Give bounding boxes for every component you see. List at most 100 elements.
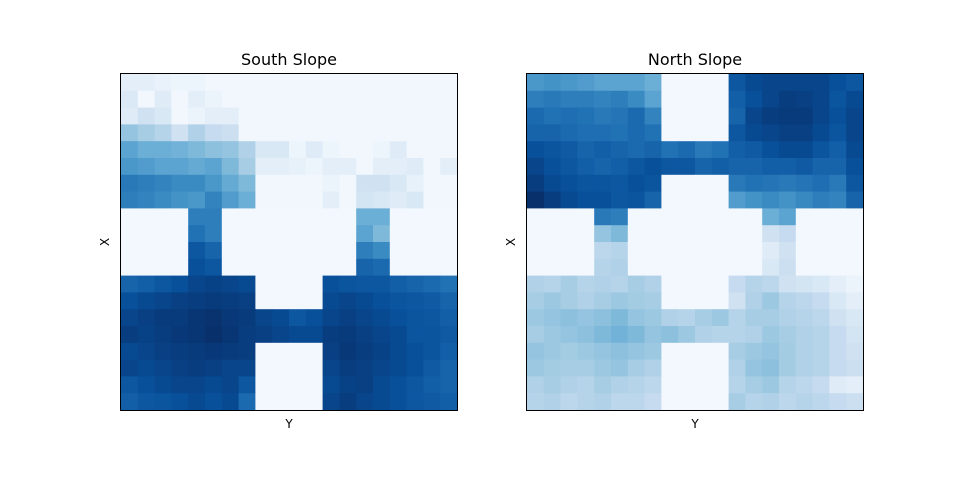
heatmap-cell <box>356 74 374 92</box>
heatmap-cell <box>272 242 290 260</box>
heatmap-cell <box>373 309 391 327</box>
heatmap-cell <box>527 258 545 276</box>
heatmap-cell <box>121 141 139 159</box>
heatmap-cell <box>711 326 729 344</box>
heatmap-cell <box>356 90 374 108</box>
heatmap-cell <box>644 275 662 293</box>
heatmap-cell <box>678 275 696 293</box>
heatmap-cell <box>543 74 561 92</box>
heatmap-cell <box>812 292 830 310</box>
heatmap-cell <box>762 174 780 192</box>
heatmap-cell <box>711 208 729 226</box>
heatmap-cell <box>762 208 780 226</box>
heatmap-cell <box>373 225 391 243</box>
heatmap-cell <box>289 275 307 293</box>
heatmap-cell <box>440 292 458 310</box>
heatmap-cell <box>711 74 729 92</box>
heatmap-cell <box>661 174 679 192</box>
heatmap-cell <box>205 141 223 159</box>
heatmap-cell <box>560 292 578 310</box>
heatmap-cell <box>121 309 139 327</box>
heatmap-cell <box>829 90 847 108</box>
heatmap-cell <box>171 90 189 108</box>
heatmap-cell <box>627 90 645 108</box>
heatmap-cell <box>289 208 307 226</box>
heatmap-cell <box>356 393 374 411</box>
heatmap-cell <box>644 158 662 176</box>
heatmap-cell <box>627 124 645 142</box>
heatmap-cell <box>137 208 155 226</box>
heatmap-cell <box>779 191 797 209</box>
heatmap-cell <box>389 174 407 192</box>
heatmap-cell <box>527 359 545 377</box>
heatmap-cell <box>678 74 696 92</box>
heatmap-cell <box>829 158 847 176</box>
heatmap-cell <box>795 191 813 209</box>
heatmap-cell <box>154 393 172 411</box>
heatmap-cell <box>543 107 561 125</box>
heatmap-cell <box>339 326 357 344</box>
heatmap-cell <box>255 191 273 209</box>
heatmap-cell <box>305 208 323 226</box>
heatmap-cell <box>560 208 578 226</box>
heatmap-cell <box>779 393 797 411</box>
heatmap-cell <box>560 124 578 142</box>
heatmap-cell <box>137 342 155 360</box>
heatmap-cell <box>423 342 441 360</box>
heatmap-cell <box>661 292 679 310</box>
heatmap-cell <box>171 191 189 209</box>
heatmap-cell <box>627 225 645 243</box>
heatmap-cell <box>829 309 847 327</box>
heatmap-cell <box>543 275 561 293</box>
heatmap-cell <box>594 74 612 92</box>
heatmap-cell <box>779 359 797 377</box>
heatmap-cell <box>305 141 323 159</box>
heatmap-cell <box>644 174 662 192</box>
heatmap-cell <box>695 258 713 276</box>
heatmap-cell <box>305 74 323 92</box>
heatmap-cell <box>779 174 797 192</box>
heatmap-cell <box>812 74 830 92</box>
heatmap-cell <box>644 225 662 243</box>
heatmap-cell <box>440 90 458 108</box>
heatmap-cell <box>795 158 813 176</box>
heatmap-cell <box>611 74 629 92</box>
heatmap-cell <box>594 158 612 176</box>
heatmap-cell <box>846 225 864 243</box>
heatmap-cell <box>205 107 223 125</box>
heatmap-cell <box>846 208 864 226</box>
heatmap-cell <box>305 191 323 209</box>
heatmap-cell <box>795 275 813 293</box>
heatmap-cell <box>272 225 290 243</box>
heatmap-cell <box>745 158 763 176</box>
heatmap-cell <box>627 275 645 293</box>
heatmap-cell <box>762 393 780 411</box>
heatmap-cell <box>577 292 595 310</box>
heatmap-cell <box>188 74 206 92</box>
heatmap-cell <box>829 393 847 411</box>
heatmap-cell <box>406 309 424 327</box>
heatmap-cell <box>389 342 407 360</box>
heatmap-cell <box>373 275 391 293</box>
heatmap-cell <box>779 90 797 108</box>
heatmap-cell <box>695 141 713 159</box>
heatmap-cell <box>423 174 441 192</box>
heatmap-cell <box>305 326 323 344</box>
heatmap-cell <box>289 309 307 327</box>
heatmap-cell <box>356 225 374 243</box>
heatmap-cell <box>205 393 223 411</box>
heatmap-cell <box>423 124 441 142</box>
heatmap-cell <box>137 275 155 293</box>
heatmap-cell <box>627 158 645 176</box>
heatmap-cell <box>154 141 172 159</box>
heatmap-cell <box>611 242 629 260</box>
heatmap-cell <box>440 359 458 377</box>
heatmap-cell <box>188 191 206 209</box>
heatmap-cell <box>255 359 273 377</box>
heatmap-cell <box>611 309 629 327</box>
heatmap-cell <box>373 359 391 377</box>
heatmap-cell <box>812 191 830 209</box>
heatmap-cell <box>611 158 629 176</box>
heatmap-cell <box>594 141 612 159</box>
heatmap-cell <box>661 359 679 377</box>
